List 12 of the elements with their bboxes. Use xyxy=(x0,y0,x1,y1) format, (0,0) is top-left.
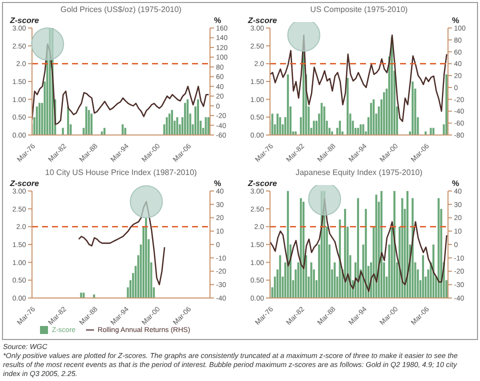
y2-axis-title: % xyxy=(452,16,460,25)
chart-title: Gold Prices (US$/oz) (1975-2010) xyxy=(60,5,182,14)
y-axis-title: Z-score xyxy=(248,16,277,25)
y2-axis-title: % xyxy=(452,179,460,188)
y-axis-title: Z-score xyxy=(248,179,277,188)
y-axis-title: Z-score xyxy=(10,16,39,25)
y2-axis-title: % xyxy=(214,16,222,25)
chart-title: Japanese Equity Index (1975-2010) xyxy=(294,168,424,177)
chart-title: US Composite (1975-2010) xyxy=(309,5,409,14)
chart-title: 10 City US House Price Index (1987-2010) xyxy=(44,168,198,177)
y2-axis-title: % xyxy=(214,179,222,188)
y-axis-title: Z-score xyxy=(10,179,39,188)
